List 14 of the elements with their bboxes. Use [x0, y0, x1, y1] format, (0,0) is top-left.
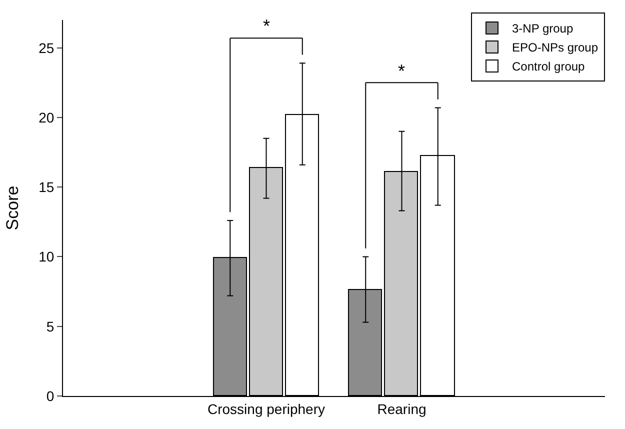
y-tick-label: 20 — [38, 109, 54, 126]
legend-label: EPO-NPs group — [512, 40, 598, 55]
annotation: * — [263, 16, 270, 36]
y-tick-label: 0 — [46, 388, 54, 404]
annotation: * — [398, 61, 406, 81]
x-tick-label: Crossing periphery — [208, 400, 325, 417]
x-tick-label: Rearing — [377, 400, 426, 417]
y-tick-label: 25 — [38, 40, 54, 56]
legend-label: 3-NP group — [512, 22, 574, 36]
y-tick-label: 15 — [38, 179, 54, 196]
y-tick-label: 10 — [38, 248, 54, 265]
legend-label: Control group — [512, 60, 586, 74]
y-tick-label: 5 — [46, 318, 54, 334]
y-axis-title: Score — [3, 186, 22, 230]
